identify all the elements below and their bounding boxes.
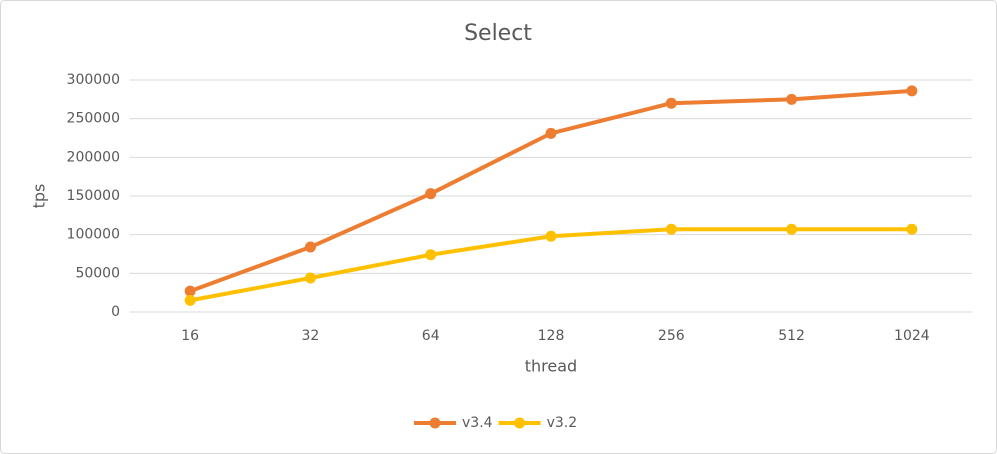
legend-label: v3.4 bbox=[462, 415, 493, 431]
y-tick-label: 100000 bbox=[67, 227, 120, 243]
x-tick-label: 512 bbox=[778, 328, 805, 344]
data-point bbox=[665, 97, 677, 109]
data-point bbox=[786, 223, 798, 235]
y-tick-label: 0 bbox=[111, 304, 120, 320]
y-tick-label: 150000 bbox=[67, 188, 120, 204]
x-axis-label: thread bbox=[525, 357, 577, 376]
y-tick-label: 300000 bbox=[67, 72, 120, 88]
y-tick-label: 200000 bbox=[67, 149, 120, 165]
data-point bbox=[545, 127, 557, 139]
data-point bbox=[304, 241, 316, 253]
legend-marker bbox=[514, 417, 526, 429]
data-point bbox=[545, 230, 557, 242]
data-point bbox=[304, 272, 316, 284]
y-axis-label: tps bbox=[30, 184, 49, 209]
data-point bbox=[184, 285, 196, 297]
data-point bbox=[425, 188, 437, 200]
data-point bbox=[906, 85, 918, 97]
x-tick-label: 64 bbox=[422, 328, 440, 344]
chart-title: Select bbox=[464, 21, 532, 46]
data-point bbox=[425, 249, 437, 261]
y-tick-label: 250000 bbox=[67, 111, 120, 127]
legend-label: v3.2 bbox=[547, 415, 578, 431]
x-tick-label: 32 bbox=[302, 328, 320, 344]
data-point bbox=[184, 294, 196, 306]
x-tick-label: 16 bbox=[181, 328, 199, 344]
x-tick-label: 256 bbox=[658, 328, 685, 344]
data-point bbox=[665, 223, 677, 235]
data-point bbox=[906, 223, 918, 235]
x-tick-label: 1024 bbox=[894, 328, 930, 344]
legend-marker bbox=[429, 417, 441, 429]
y-tick-label: 50000 bbox=[75, 265, 120, 281]
data-point bbox=[786, 93, 798, 105]
x-tick-label: 128 bbox=[538, 328, 565, 344]
